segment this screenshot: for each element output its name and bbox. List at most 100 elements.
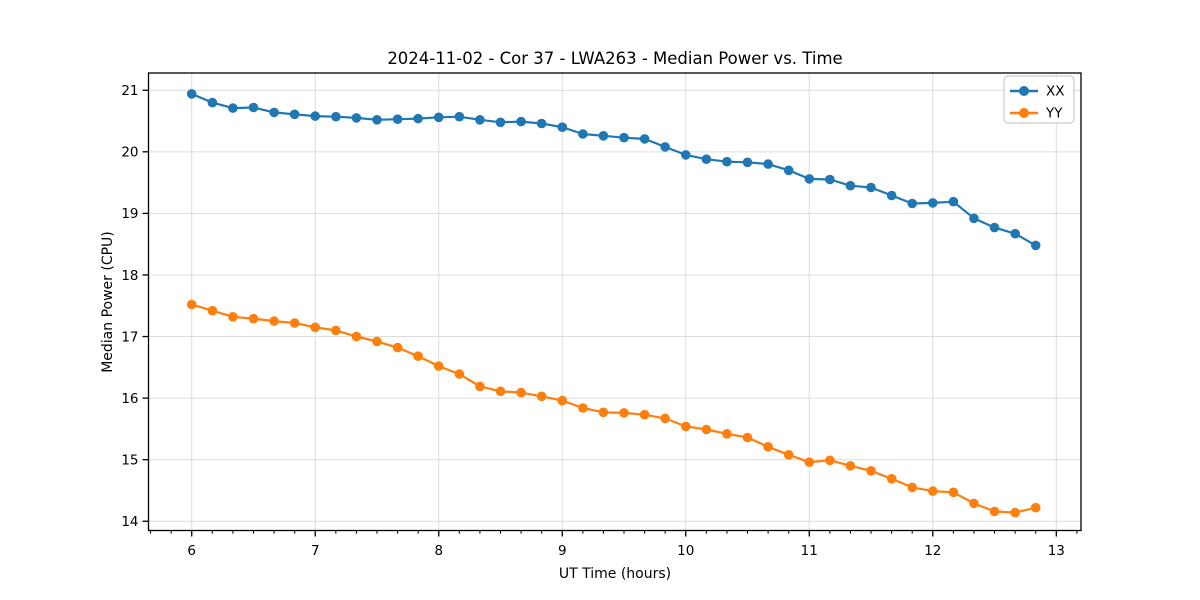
data-point <box>536 391 547 402</box>
legend-marker-icon-xx <box>1019 86 1029 96</box>
data-point <box>269 316 279 326</box>
data-point <box>948 196 959 207</box>
data-point <box>1030 502 1041 513</box>
data-point <box>660 413 670 424</box>
data-point <box>413 351 423 362</box>
data-point <box>475 115 485 125</box>
data-point <box>948 487 959 498</box>
data-point <box>536 118 547 129</box>
chart-title: 2024-11-02 - Cor 37 - LWA263 - Median Po… <box>387 49 842 68</box>
y-tick-label: 21 <box>121 83 138 99</box>
data-point <box>578 403 588 413</box>
data-point <box>866 182 876 193</box>
legend-marker-icon-yy <box>1019 108 1029 118</box>
x-tick-label: 6 <box>187 543 196 559</box>
data-point <box>866 466 876 476</box>
data-point <box>289 318 300 328</box>
plot-border <box>147 72 1082 532</box>
data-point <box>1010 507 1020 518</box>
data-point <box>454 369 465 379</box>
data-point <box>742 432 753 443</box>
data-point <box>928 486 938 496</box>
gridlines <box>148 73 1081 531</box>
data-point <box>186 299 197 310</box>
x-tick-label: 11 <box>801 543 818 559</box>
y-axis-label: Median Power (CPU) <box>100 231 116 373</box>
data-point <box>845 461 856 471</box>
data-point <box>475 381 485 392</box>
axes-frame <box>142 72 1082 537</box>
data-point <box>681 150 691 160</box>
data-point <box>516 387 526 398</box>
x-tick-label: 9 <box>558 543 567 559</box>
data-series <box>186 89 1041 518</box>
data-point <box>392 342 403 353</box>
data-point <box>269 107 279 118</box>
data-point <box>722 156 732 167</box>
data-point <box>619 132 629 143</box>
x-tick-label: 10 <box>677 543 694 559</box>
data-point <box>763 159 773 169</box>
data-point <box>804 457 815 468</box>
tick-labels: 6 7 8 9 10 11 12 13 14 15 16 17 18 19 20 21 <box>121 83 1065 559</box>
y-tick-label: 14 <box>121 514 138 530</box>
data-point <box>989 506 1000 517</box>
y-tick-label: 17 <box>121 329 138 345</box>
data-point <box>886 474 897 484</box>
legend: XX YY <box>1003 75 1075 124</box>
data-point <box>351 331 362 342</box>
data-point <box>989 222 1000 233</box>
x-tick-label: 7 <box>311 543 320 559</box>
data-point <box>372 115 382 125</box>
legend-item-yy: YY <box>1010 106 1063 122</box>
data-point <box>372 336 382 347</box>
data-point <box>228 312 238 322</box>
data-point <box>433 361 444 371</box>
x-axis-label: UT Time (hours) <box>559 566 671 582</box>
data-point <box>598 131 609 141</box>
data-point <box>969 498 979 509</box>
data-point <box>928 198 938 208</box>
data-point <box>722 429 732 439</box>
data-point <box>1030 240 1041 251</box>
data-point <box>248 313 259 324</box>
data-point <box>310 111 321 121</box>
x-tick-label: 8 <box>434 543 443 559</box>
x-tick-label: 13 <box>1048 543 1065 559</box>
data-point <box>1010 228 1020 239</box>
data-point <box>331 325 341 336</box>
data-point <box>413 113 423 124</box>
data-point <box>619 408 629 418</box>
data-point <box>825 455 835 466</box>
data-point <box>351 113 362 123</box>
data-point <box>660 142 670 152</box>
data-point <box>495 117 506 128</box>
data-point <box>598 407 609 418</box>
data-point <box>207 97 218 108</box>
legend-label-xx: XX <box>1046 84 1065 100</box>
data-point <box>969 213 979 224</box>
data-point <box>907 482 917 493</box>
data-point <box>845 180 856 191</box>
data-point <box>886 190 897 201</box>
data-point <box>289 109 300 120</box>
data-point <box>228 103 238 113</box>
series-yy <box>186 299 1041 518</box>
data-point <box>804 174 815 184</box>
data-point <box>742 157 753 168</box>
data-point <box>433 112 444 123</box>
data-point <box>639 409 650 420</box>
y-tick-label: 19 <box>121 206 138 222</box>
data-point <box>516 116 526 127</box>
y-tick-label: 18 <box>121 268 138 284</box>
data-point <box>331 111 341 122</box>
data-point <box>681 421 691 432</box>
data-point <box>783 450 794 460</box>
data-point <box>907 198 917 209</box>
data-point <box>392 114 403 124</box>
data-point <box>495 386 506 397</box>
legend-item-xx: XX <box>1010 84 1065 100</box>
series-xx <box>186 89 1041 251</box>
